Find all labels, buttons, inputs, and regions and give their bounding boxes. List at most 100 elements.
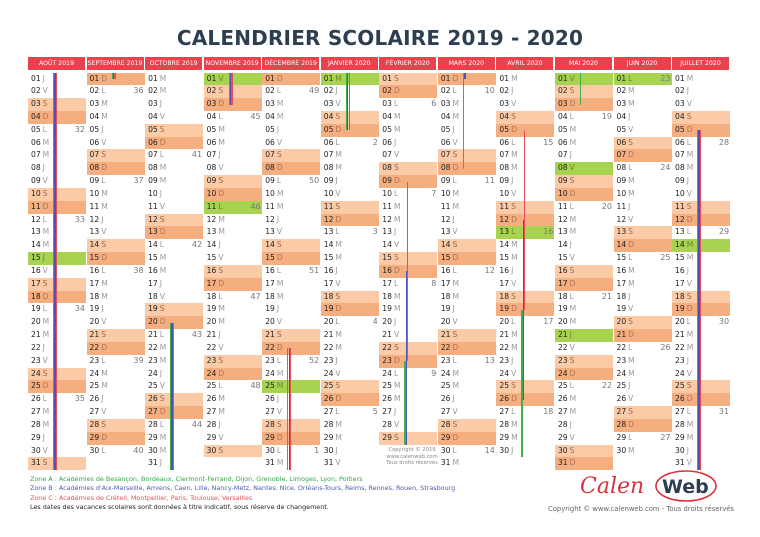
day-cell[interactable]: 12 L 33 xyxy=(28,214,86,227)
day-cell[interactable]: 10 M xyxy=(262,188,320,201)
day-cell[interactable]: 22 M xyxy=(672,342,730,355)
day-cell[interactable]: 23 S xyxy=(554,354,613,368)
day-cell[interactable]: 24 M xyxy=(262,368,320,381)
day-cell[interactable]: 03 V xyxy=(321,98,379,111)
day-cell[interactable]: 11 S xyxy=(320,200,379,214)
day-cell[interactable]: 05 D xyxy=(672,123,731,137)
day-cell[interactable]: 02 M xyxy=(614,85,672,98)
day-cell[interactable]: 12 J xyxy=(87,214,145,227)
day-cell[interactable]: 21 M xyxy=(321,329,379,342)
day-cell[interactable]: 17 M xyxy=(87,278,145,291)
day-cell[interactable]: 18 J xyxy=(614,291,672,304)
day-cell[interactable]: 06 V xyxy=(438,137,496,150)
day-cell[interactable]: 26 V xyxy=(614,393,672,406)
day-cell[interactable]: 09 S xyxy=(554,175,613,188)
day-cell[interactable]: 23 J xyxy=(672,355,730,368)
day-cell[interactable]: 20 L 4 xyxy=(321,316,379,329)
day-cell[interactable]: 17 V xyxy=(321,278,379,291)
day-cell[interactable]: 01 D xyxy=(262,72,321,86)
day-cell[interactable]: 20 D xyxy=(145,316,204,330)
day-cell[interactable]: 31 V xyxy=(321,457,379,470)
day-cell[interactable]: 17 D xyxy=(203,277,262,291)
day-cell[interactable]: 09 L 37 xyxy=(87,175,145,188)
day-cell[interactable]: 04 M xyxy=(438,111,496,124)
day-cell[interactable]: 28 J xyxy=(555,419,613,432)
day-cell[interactable]: 07 D xyxy=(613,149,672,163)
day-cell[interactable]: 30 J xyxy=(496,445,554,458)
day-cell[interactable]: 25 L 48 xyxy=(204,380,262,393)
day-cell[interactable]: 23 M xyxy=(145,355,203,368)
day-cell[interactable]: 18 L 47 xyxy=(204,291,262,304)
day-cell[interactable]: 14 L 42 xyxy=(145,239,203,252)
day-cell[interactable]: 02 J xyxy=(321,85,379,98)
day-cell[interactable]: 24 V xyxy=(321,368,379,381)
day-cell[interactable]: 26 M xyxy=(555,393,613,406)
day-cell[interactable]: 08 D xyxy=(262,162,321,176)
day-cell[interactable]: 17 J xyxy=(145,278,203,291)
day-cell[interactable]: 04 S xyxy=(672,110,731,124)
day-cell[interactable]: 16 L 38 xyxy=(87,265,145,278)
day-cell[interactable]: 06 M xyxy=(28,137,86,150)
day-cell[interactable]: 07 V xyxy=(379,149,437,162)
day-cell[interactable]: 10 V xyxy=(672,188,730,201)
day-cell[interactable]: 22 L 26 xyxy=(614,342,672,355)
day-cell[interactable]: 02 J xyxy=(496,85,554,98)
day-cell[interactable]: 03 J xyxy=(145,98,203,111)
day-cell[interactable]: 19 V xyxy=(614,303,672,316)
day-cell[interactable]: 28 S xyxy=(437,418,496,432)
day-cell[interactable]: 13 V xyxy=(262,226,320,239)
day-cell[interactable]: 26 L 35 xyxy=(28,393,86,406)
day-cell[interactable]: 14 D xyxy=(613,239,672,253)
day-cell[interactable]: 16 S xyxy=(554,264,613,278)
day-cell[interactable]: 02 S xyxy=(554,85,613,99)
day-cell[interactable]: 18 S xyxy=(320,290,379,304)
day-cell[interactable]: 12 M xyxy=(555,214,613,227)
day-cell[interactable]: 13 J xyxy=(379,226,437,239)
day-cell[interactable]: 06 L 2 xyxy=(321,137,379,150)
day-cell[interactable]: 20 V xyxy=(438,316,496,329)
day-cell[interactable]: 03 M xyxy=(87,98,145,111)
day-cell[interactable]: 30 J xyxy=(321,445,379,458)
day-cell[interactable]: 14 S xyxy=(437,239,496,253)
day-cell[interactable]: 14 J xyxy=(555,239,613,252)
day-cell[interactable]: 17 M xyxy=(438,278,496,291)
day-cell[interactable]: 30 M xyxy=(145,445,203,458)
day-cell[interactable]: 08 D xyxy=(86,162,145,176)
day-cell[interactable]: 18 M xyxy=(379,291,437,304)
day-cell[interactable]: 29 M xyxy=(321,432,379,445)
day-cell[interactable]: 18 M xyxy=(87,291,145,304)
day-cell[interactable]: 28 M xyxy=(28,419,86,432)
day-cell[interactable]: 30 S xyxy=(554,444,613,458)
day-cell[interactable]: 27 V xyxy=(87,406,145,419)
day-cell[interactable]: 13 L 29 xyxy=(672,226,730,239)
day-cell[interactable]: 07 L 41 xyxy=(145,149,203,162)
day-cell[interactable]: 15 M xyxy=(321,252,379,265)
day-cell[interactable]: 25 M xyxy=(87,380,145,393)
day-cell[interactable]: 09 L 11 xyxy=(438,175,496,188)
day-cell[interactable]: 21 M xyxy=(28,329,86,342)
day-cell[interactable]: 17 V xyxy=(672,278,730,291)
day-cell[interactable]: 19 J xyxy=(87,303,145,316)
day-cell[interactable]: 14 M xyxy=(321,239,379,252)
day-cell[interactable]: 08 J xyxy=(28,162,86,175)
day-cell[interactable]: 06 L 28 xyxy=(672,137,730,150)
day-cell[interactable]: 20 M xyxy=(555,316,613,329)
day-cell[interactable]: 23 L 13 xyxy=(438,355,496,368)
day-cell[interactable]: 31 M xyxy=(262,457,320,470)
day-cell[interactable]: 07 J xyxy=(555,149,613,162)
day-cell[interactable]: 13 L 3 xyxy=(321,226,379,239)
day-cell[interactable]: 01 M xyxy=(672,73,730,86)
day-cell[interactable]: 29 V xyxy=(204,432,262,445)
day-cell[interactable]: 20 L 30 xyxy=(672,316,730,329)
day-cell[interactable]: 09 L 50 xyxy=(262,175,320,188)
day-cell[interactable]: 23 L 52 xyxy=(262,355,320,368)
day-cell[interactable]: 02 V xyxy=(28,85,86,98)
day-cell[interactable]: 03 M xyxy=(438,98,496,111)
day-cell[interactable]: 16 M xyxy=(145,265,203,278)
day-cell[interactable]: 23 M xyxy=(614,355,672,368)
day-cell[interactable]: 26 J xyxy=(87,393,145,406)
day-cell[interactable]: 28 M xyxy=(672,419,730,432)
day-cell[interactable]: 04 V xyxy=(145,111,203,124)
day-cell[interactable]: 18 M xyxy=(438,291,496,304)
day-cell[interactable]: 22 M xyxy=(321,342,379,355)
